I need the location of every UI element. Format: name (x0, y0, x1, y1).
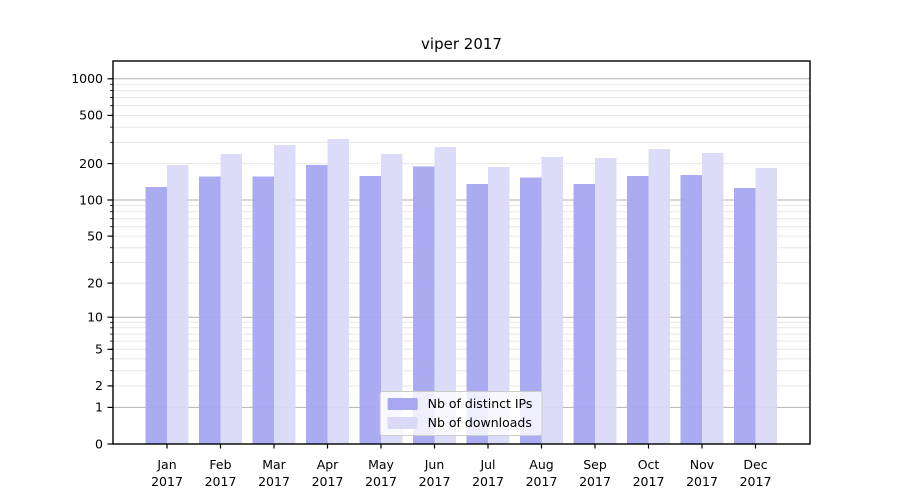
bar-distinct-ips (734, 187, 756, 444)
x-tick-label-year: 2017 (205, 474, 237, 489)
bar-downloads (595, 157, 617, 444)
bar-distinct-ips (680, 175, 702, 444)
bar-distinct-ips (252, 176, 274, 444)
x-tick-label-year: 2017 (472, 474, 504, 489)
x-tick-label-year: 2017 (686, 474, 718, 489)
x-tick-label-month: Nov (690, 457, 715, 472)
bar-downloads (327, 138, 349, 444)
y-tick-label: 1000 (71, 71, 103, 86)
bar-downloads (274, 145, 296, 444)
x-tick-label-month: Jan (156, 457, 176, 472)
legend: Nb of distinct IPs Nb of downloads (379, 391, 543, 436)
x-tick-label-month: Apr (317, 457, 339, 472)
x-tick-label-year: 2017 (740, 474, 772, 489)
y-tick-label: 500 (79, 108, 103, 123)
bar-distinct-ips (520, 177, 542, 444)
y-tick-label: 2 (95, 378, 103, 393)
x-tick-label-year: 2017 (579, 474, 611, 489)
x-tick-label-year: 2017 (419, 474, 451, 489)
x-tick-label-month: Oct (638, 457, 660, 472)
x-tick-label-year: 2017 (312, 474, 344, 489)
x-tick-label-month: Jun (424, 457, 445, 472)
y-tick-label: 100 (79, 192, 103, 207)
plot-border (112, 60, 811, 445)
x-tick-label-year: 2017 (526, 474, 558, 489)
y-tick-label: 10 (87, 310, 103, 325)
bar-downloads (755, 168, 777, 444)
bar-downloads (488, 166, 510, 444)
x-tick-label-year: 2017 (151, 474, 183, 489)
x-tick-label-year: 2017 (258, 474, 290, 489)
x-tick-label-month: Feb (209, 457, 231, 472)
legend-label-distinct-ips: Nb of distinct IPs (427, 396, 533, 411)
x-tick-label-month: Mar (262, 457, 286, 472)
bar-distinct-ips (466, 183, 488, 444)
legend-item-distinct-ips: Nb of distinct IPs (387, 396, 533, 411)
legend-item-downloads: Nb of downloads (387, 415, 533, 430)
bar-downloads (434, 146, 456, 444)
x-tick-label-month: Jul (479, 457, 495, 472)
bar-downloads (381, 154, 403, 444)
bar-downloads (702, 153, 724, 444)
legend-label-downloads: Nb of downloads (427, 415, 532, 430)
bar-downloads (220, 154, 242, 444)
x-tick-label-year: 2017 (365, 474, 397, 489)
bar-distinct-ips (573, 183, 595, 444)
y-tick-label: 50 (87, 228, 103, 243)
x-tick-label-month: May (368, 457, 394, 472)
y-tick-label: 1 (95, 400, 103, 415)
x-tick-label-month: Aug (529, 457, 553, 472)
bar-distinct-ips (359, 176, 381, 444)
legend-swatch-distinct-ips-icon (387, 397, 418, 410)
bar-distinct-ips (627, 176, 649, 444)
chart-title: viper 2017 (421, 35, 502, 53)
y-tick-label: 0 (95, 436, 103, 451)
bar-downloads (648, 149, 670, 444)
x-tick-label-month: Dec (743, 457, 767, 472)
legend-swatch-downloads-icon (387, 416, 418, 429)
bar-distinct-ips (306, 165, 328, 444)
bar-downloads (167, 165, 189, 444)
y-tick-label: 200 (79, 156, 103, 171)
bar-distinct-ips (413, 166, 435, 445)
bar-distinct-ips (199, 176, 221, 444)
bar-downloads (541, 157, 563, 444)
x-tick-label-month: Sep (583, 457, 607, 472)
y-tick-label: 20 (87, 275, 103, 290)
x-tick-label-year: 2017 (633, 474, 665, 489)
bar-distinct-ips (145, 187, 167, 444)
y-tick-label: 5 (95, 342, 103, 357)
